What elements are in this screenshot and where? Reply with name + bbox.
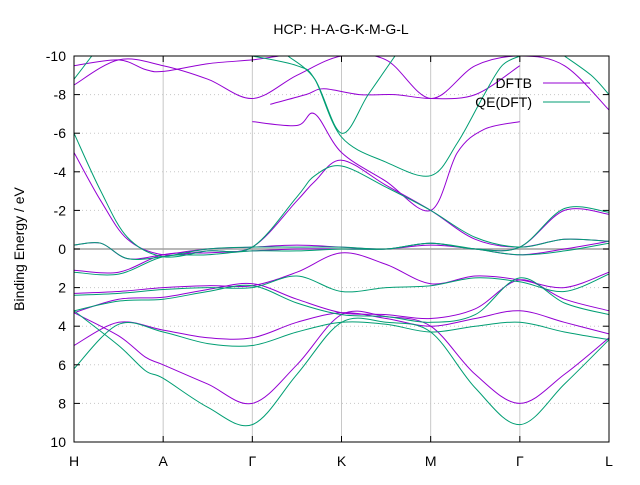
band-line — [252, 56, 521, 177]
x-tick-label: Γ — [248, 453, 256, 469]
series-qe-dft — [74, 56, 609, 427]
band-line — [74, 310, 609, 427]
x-tick-label: K — [337, 453, 347, 469]
y-tick-label: 6 — [58, 357, 66, 373]
band-line — [74, 132, 609, 258]
y-tick-label: -10 — [46, 48, 66, 64]
y-tick-label: -6 — [54, 125, 67, 141]
band-line — [74, 310, 609, 405]
x-tick-label: M — [425, 453, 437, 469]
legend-label: DFTB — [495, 75, 532, 91]
band-line — [270, 65, 521, 105]
y-tick-label: -2 — [54, 202, 67, 218]
y-tick-label: -8 — [54, 87, 67, 103]
y-tick-label: 10 — [50, 434, 66, 450]
band-line — [252, 112, 520, 212]
y-tick-label: 8 — [58, 395, 66, 411]
x-tick-label: L — [605, 453, 613, 469]
chart-legend: DFTB QE(DFT) — [475, 75, 590, 110]
band-line — [74, 56, 280, 73]
chart-title: HCP: H-A-G-K-M-G-L — [273, 21, 409, 37]
band-line — [564, 56, 609, 95]
band-line — [74, 277, 609, 323]
band-line — [74, 252, 609, 294]
band-line — [74, 273, 609, 296]
axis-ticks: -10 -8 -6 -4 -2 0 2 4 6 8 10H A Γ K M Γ L — [46, 48, 613, 469]
x-tick-label: Γ — [516, 453, 524, 469]
band-line — [74, 206, 609, 260]
y-tick-label: 2 — [58, 280, 66, 296]
legend-label: QE(DFT) — [475, 94, 532, 110]
x-tick-label: H — [69, 453, 79, 469]
y-axis-label: Binding Energy / eV — [11, 186, 27, 310]
y-tick-label: -4 — [54, 164, 67, 180]
band-line — [287, 56, 396, 134]
y-tick-label: 0 — [58, 241, 66, 257]
y-tick-label: 4 — [58, 318, 66, 334]
band-line — [74, 56, 93, 80]
x-tick-label: A — [158, 453, 168, 469]
